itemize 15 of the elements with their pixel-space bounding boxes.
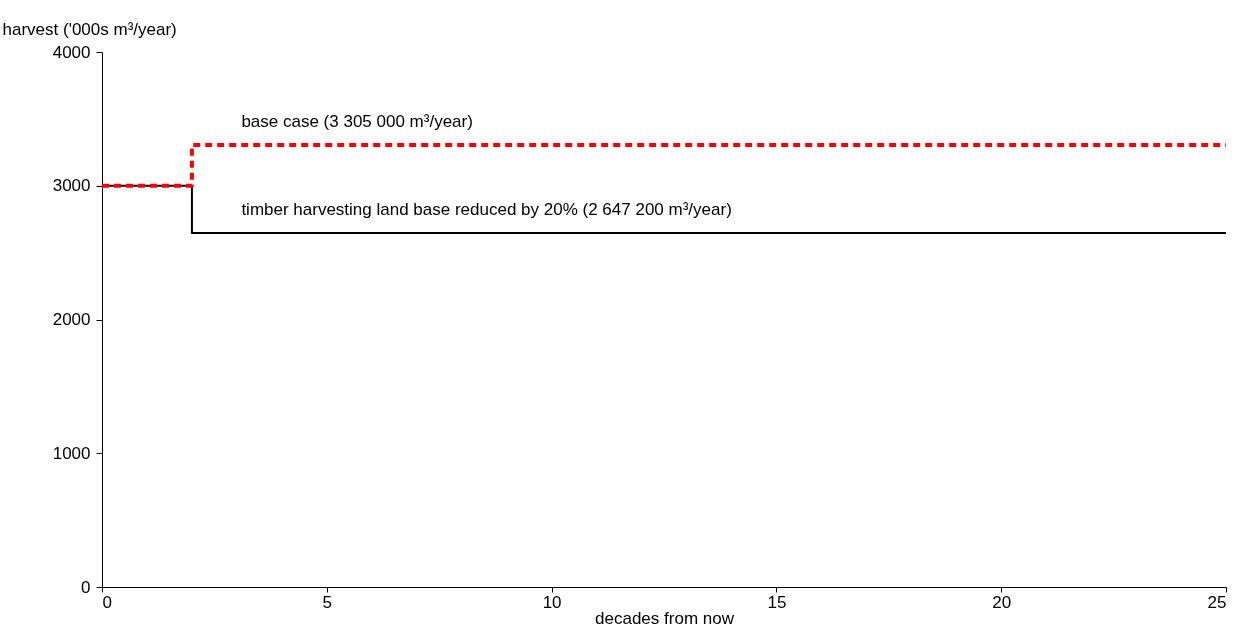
- annotation: timber harvesting land base reduced by 20% (2 647 200 m³/year): [241, 199, 732, 219]
- y-tick-label: 4000: [52, 42, 91, 62]
- x-tick-label: 15: [767, 592, 787, 612]
- y-tick-label: 0: [81, 577, 91, 597]
- y-axis-title: harvest ('000s m³/year): [2, 19, 177, 39]
- x-tick-label: 25: [1207, 592, 1227, 612]
- x-tick-label: 20: [992, 592, 1012, 612]
- y-tick-label: 3000: [52, 176, 91, 196]
- y-tick-label: 2000: [52, 310, 91, 329]
- x-tick-label: 10: [542, 592, 562, 612]
- x-axis-title: decades from now: [595, 608, 735, 628]
- y-tick-label: 1000: [52, 443, 91, 463]
- x-tick-label: 5: [322, 592, 333, 612]
- x-tick-label: 0: [102, 592, 112, 612]
- annotation: base case (3 305 000 m³/year): [241, 111, 473, 131]
